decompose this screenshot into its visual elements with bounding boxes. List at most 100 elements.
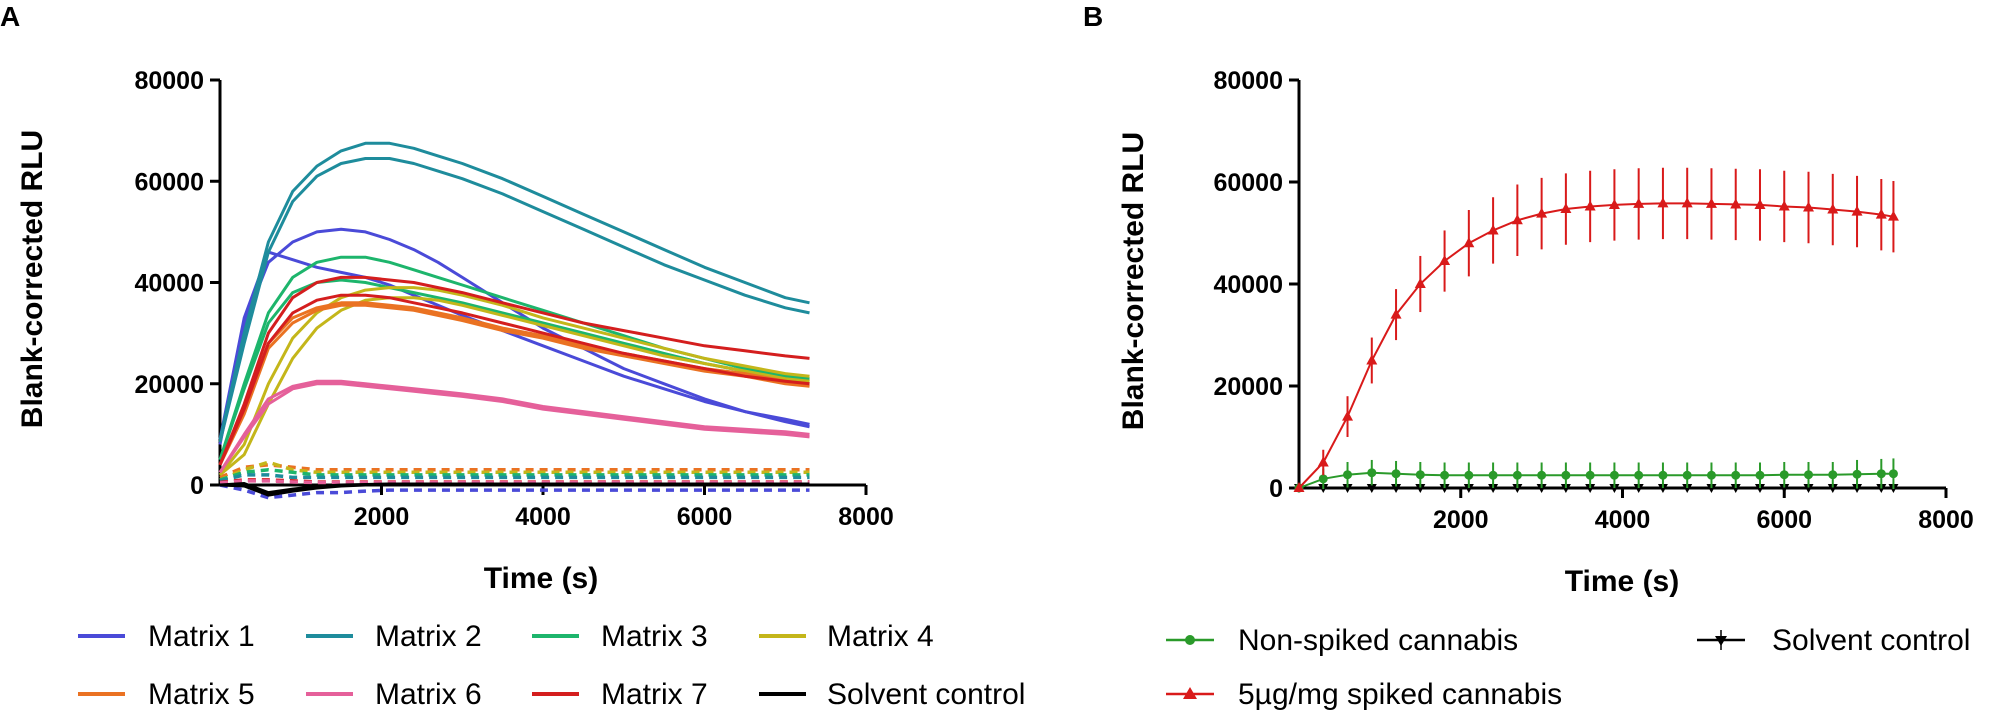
data-point bbox=[1634, 470, 1644, 480]
data-point bbox=[1887, 210, 1899, 221]
data-point bbox=[1609, 484, 1620, 493]
legend-marker bbox=[1715, 636, 1727, 646]
data-point bbox=[1512, 470, 1522, 480]
legend-label: Solvent control bbox=[1772, 624, 1970, 657]
y-tick-label: 40000 bbox=[134, 270, 204, 298]
y-tick-label: 80000 bbox=[134, 67, 204, 95]
data-point bbox=[1705, 197, 1717, 208]
legend-label: 5µg/mg spiked cannabis bbox=[1238, 678, 1562, 711]
data-point bbox=[1585, 484, 1596, 493]
data-point bbox=[1755, 470, 1765, 480]
data-point bbox=[1342, 410, 1354, 421]
y-tick-label: 40000 bbox=[1213, 271, 1283, 299]
legend-item-matrix-4: Matrix 4 bbox=[759, 620, 934, 653]
legend-item-matrix-3: Matrix 3 bbox=[532, 620, 708, 653]
data-point bbox=[1464, 470, 1474, 480]
panel-label-a: A bbox=[0, 1, 20, 32]
data-point bbox=[1342, 484, 1353, 493]
series-line-solvent-control-replicate bbox=[219, 483, 810, 497]
data-point bbox=[1609, 470, 1619, 480]
legend-item-matrix-1: Matrix 1 bbox=[78, 620, 255, 653]
legend-item-solvent-control-a: Solvent control bbox=[759, 678, 1025, 711]
legend-label: Non-spiked cannabis bbox=[1238, 624, 1518, 657]
data-point bbox=[1511, 214, 1523, 225]
x-axis-title-b: Time (s) bbox=[1565, 565, 1679, 598]
data-point bbox=[1487, 224, 1499, 235]
data-point bbox=[1560, 484, 1571, 493]
data-point bbox=[1658, 470, 1668, 480]
series-line-matrix-1 bbox=[218, 227, 810, 445]
legend-label: Solvent control bbox=[827, 678, 1025, 711]
data-point bbox=[1633, 484, 1644, 493]
data-point bbox=[1779, 484, 1790, 493]
series-line-matrix-6-replicate bbox=[218, 382, 810, 474]
data-point bbox=[1293, 482, 1305, 492]
data-point bbox=[1440, 470, 1450, 480]
data-point bbox=[1608, 198, 1620, 209]
x-tick-label: 2000 bbox=[354, 503, 410, 531]
data-point bbox=[1731, 470, 1741, 480]
x-tick-label: 8000 bbox=[838, 503, 894, 531]
data-point bbox=[1367, 468, 1377, 478]
legend-marker bbox=[1183, 687, 1197, 699]
x-tick-label: 8000 bbox=[1918, 506, 1974, 534]
data-point bbox=[1414, 278, 1426, 288]
x-tick-label: 4000 bbox=[515, 503, 571, 531]
legend-label: Matrix 3 bbox=[601, 620, 708, 653]
series-line-matrix-7 bbox=[218, 275, 810, 466]
data-point bbox=[1888, 469, 1898, 479]
data-point bbox=[1390, 308, 1402, 319]
y-axis-title-a: Blank-corrected RLU bbox=[16, 130, 49, 428]
series-line-matrix-7-replicate bbox=[218, 293, 810, 466]
data-point bbox=[1852, 469, 1862, 479]
data-point bbox=[1585, 470, 1595, 480]
plot-area-b: 0 20000 40000 60000 80000 2000 4000 6000 8000 bbox=[1213, 67, 1973, 534]
data-point bbox=[1682, 470, 1692, 480]
panel-label-b: B bbox=[1083, 1, 1103, 32]
data-point bbox=[1488, 484, 1499, 493]
data-point bbox=[1803, 484, 1814, 493]
series-line-matrix-5-replicate bbox=[218, 303, 810, 466]
data-point bbox=[1681, 197, 1693, 208]
data-point bbox=[1439, 484, 1450, 493]
data-point bbox=[1391, 484, 1402, 493]
series-line-matrix-4-replicate bbox=[219, 296, 810, 477]
data-point bbox=[1318, 474, 1328, 484]
data-point bbox=[1876, 469, 1886, 479]
y-tick-label: 20000 bbox=[1213, 373, 1283, 401]
series-line-matrix-4 bbox=[218, 286, 810, 476]
legend-label: Matrix 7 bbox=[601, 678, 708, 711]
legend-a: Matrix 1 Matrix 2 Matrix 3 Matrix 4 Matr… bbox=[78, 620, 1025, 711]
series-line-matrix-6 bbox=[218, 379, 810, 474]
data-point bbox=[1391, 469, 1401, 479]
data-point bbox=[1488, 470, 1498, 480]
data-point bbox=[1828, 470, 1838, 480]
series-line-5-g-mg-spiked-cannabis bbox=[1298, 202, 1894, 489]
data-point bbox=[1706, 470, 1716, 480]
data-point bbox=[1804, 470, 1814, 480]
dashed-trace bbox=[219, 463, 810, 480]
data-point bbox=[1754, 198, 1766, 209]
series-line-matrix-2-replicate bbox=[218, 157, 810, 443]
data-point bbox=[1851, 205, 1863, 216]
data-point bbox=[1439, 255, 1451, 266]
data-point bbox=[1875, 208, 1887, 219]
y-tick-label: 20000 bbox=[134, 371, 204, 399]
data-point bbox=[1827, 203, 1839, 214]
data-point bbox=[1561, 470, 1571, 480]
data-point bbox=[1730, 198, 1742, 209]
data-point bbox=[1536, 207, 1548, 218]
data-point bbox=[1366, 484, 1377, 493]
y-tick-label: 80000 bbox=[1213, 67, 1283, 95]
series-line-matrix-1-replicate bbox=[218, 250, 810, 440]
data-point bbox=[1778, 200, 1790, 211]
x-tick-label: 4000 bbox=[1595, 506, 1651, 534]
data-point bbox=[1317, 456, 1329, 467]
data-point bbox=[1512, 484, 1523, 493]
legend-label: Matrix 6 bbox=[375, 678, 482, 711]
legend-label: Matrix 2 bbox=[375, 620, 482, 653]
dashed-trace bbox=[219, 473, 810, 483]
